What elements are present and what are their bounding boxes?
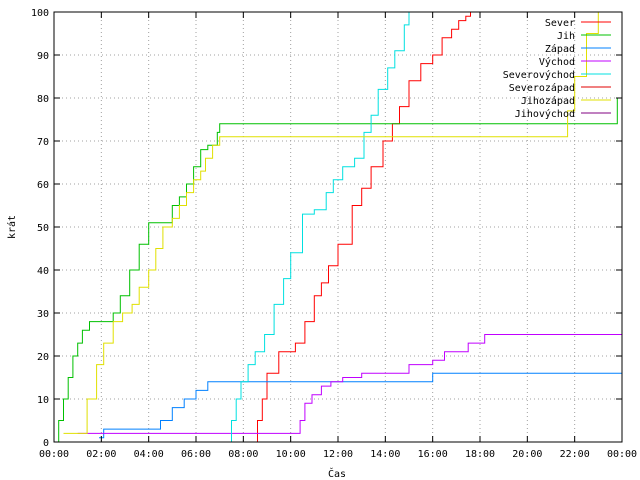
x-tick-label: 22:00	[560, 449, 590, 460]
y-tick-label: 70	[37, 137, 49, 148]
x-tick-label: 16:00	[418, 449, 448, 460]
y-tick-label: 80	[37, 94, 49, 105]
x-axis-ticks: 00:00 02:00 04:00 06:00 08:00 10:00 12:00 14:00…	[39, 12, 637, 460]
x-tick-label: 06:00	[181, 449, 211, 460]
grid-lines	[54, 12, 622, 442]
y-axis-label: krát	[6, 215, 18, 239]
legend: Sever JihZápadVýchodSeverovýchodSeverozáp…	[503, 18, 611, 120]
x-tick-label: 18:00	[465, 449, 495, 460]
y-axis-ticks: 0 10 20 30 40 50 60 70 80 90 100	[31, 8, 622, 449]
x-tick-label: 00:00	[607, 449, 637, 460]
y-tick-label: 10	[37, 395, 49, 406]
series-line	[226, 11, 412, 443]
series-line	[54, 67, 623, 443]
legend-label: Sever	[545, 18, 575, 29]
series-line	[63, 12, 599, 434]
y-tick-label: 90	[37, 51, 49, 62]
y-tick-label: 30	[37, 309, 49, 320]
x-axis-label: Čas	[328, 467, 346, 480]
x-tick-label: 12:00	[323, 449, 353, 460]
legend-label: Severovýchod	[503, 69, 575, 81]
y-tick-label: 0	[43, 438, 49, 449]
x-tick-label: 14:00	[370, 449, 400, 460]
series-lines	[54, 11, 623, 443]
x-tick-label: 10:00	[276, 449, 306, 460]
legend-label: Jih	[557, 31, 575, 42]
series-line	[99, 372, 622, 439]
series-line	[77, 334, 622, 434]
y-tick-label: 50	[37, 223, 49, 234]
x-tick-label: 04:00	[134, 449, 164, 460]
x-tick-label: 08:00	[228, 449, 258, 460]
legend-label: Východ	[539, 56, 575, 68]
x-tick-label: 20:00	[512, 449, 542, 460]
legend-label: Jihozápad	[521, 95, 575, 107]
legend-label: Severozápad	[509, 82, 575, 94]
legend-label: Jihovýchod	[515, 108, 575, 120]
y-tick-label: 40	[37, 266, 49, 277]
series-line	[252, 12, 471, 443]
legend-label: Západ	[545, 43, 575, 55]
x-tick-label: 00:00	[39, 449, 69, 460]
y-tick-label: 60	[37, 180, 49, 191]
y-tick-label: 20	[37, 352, 49, 363]
x-tick-label: 02:00	[86, 449, 116, 460]
y-tick-label: 100	[31, 8, 49, 19]
